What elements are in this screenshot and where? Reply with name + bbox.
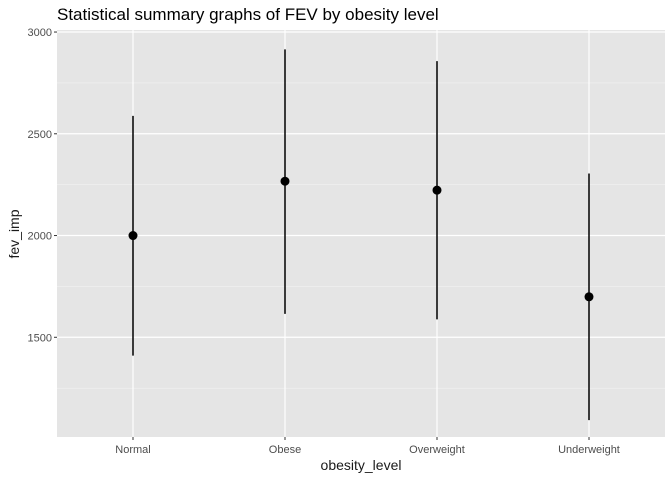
plot-panel [57, 30, 665, 437]
x-axis-ticks: Normal Obese Overweight Underweight [115, 437, 620, 456]
y-tick-label: 2000 [28, 231, 52, 243]
y-axis-label: fev_imp [6, 209, 22, 258]
mean-point [280, 176, 290, 186]
y-tick-label: 2500 [28, 129, 52, 141]
x-tick-label: Overweight [409, 444, 465, 456]
chart-title: Statistical summary graphs of FEV by obe… [57, 5, 439, 24]
x-tick-label: Normal [115, 444, 150, 456]
y-tick-label: 1500 [28, 332, 52, 344]
mean-point [432, 185, 442, 195]
y-axis-ticks: 1500 2000 2500 3000 [28, 27, 57, 344]
x-tick-label: Obese [269, 444, 301, 456]
x-tick-label: Underweight [558, 444, 620, 456]
mean-point [584, 292, 594, 302]
x-axis-label: obesity_level [321, 457, 402, 473]
mean-point [128, 231, 138, 241]
minor-gridlines [57, 82, 665, 389]
data-marks [128, 49, 594, 421]
y-tick-label: 3000 [28, 27, 52, 39]
